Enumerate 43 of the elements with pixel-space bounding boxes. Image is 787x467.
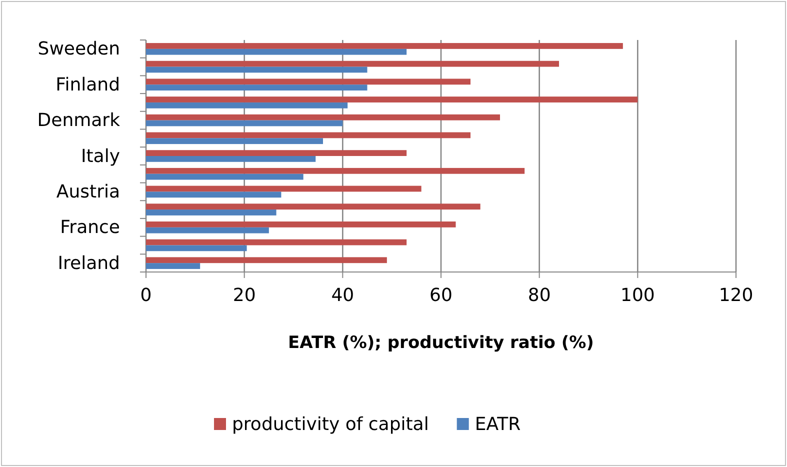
x-tick-label: 100 xyxy=(620,284,655,306)
y-tick-label: Austria xyxy=(56,181,120,202)
bar xyxy=(146,174,304,180)
x-tick-label: 20 xyxy=(232,284,256,306)
y-tick-label: Finland xyxy=(56,74,120,96)
y-tick-label: Sweeden xyxy=(38,38,120,60)
bar xyxy=(146,102,348,108)
x-tick-label: 40 xyxy=(331,284,354,306)
bar xyxy=(146,48,407,55)
bar xyxy=(146,227,269,234)
bar xyxy=(146,192,282,198)
x-tick-label: 60 xyxy=(430,284,452,306)
bar xyxy=(146,150,407,156)
bar xyxy=(146,210,276,216)
bar xyxy=(146,168,525,174)
bar xyxy=(146,114,500,120)
y-tick-label: Ireland xyxy=(58,252,120,274)
y-tick-label: Italy xyxy=(80,146,120,167)
x-tick-label: 120 xyxy=(718,284,754,306)
bar xyxy=(146,156,316,162)
bar xyxy=(146,221,456,228)
bar xyxy=(146,60,559,67)
bar xyxy=(146,66,368,73)
bar xyxy=(146,186,422,192)
bar xyxy=(146,43,623,49)
x-tick-label: 80 xyxy=(528,284,551,306)
bar xyxy=(146,96,638,102)
x-tick-label: 0 xyxy=(140,284,152,306)
y-tick-label: France xyxy=(60,217,120,238)
x-axis-title: EATR (%); productivity ratio (%) xyxy=(288,333,594,353)
bar xyxy=(146,239,407,246)
bar xyxy=(146,78,470,85)
bar xyxy=(146,84,368,91)
bar xyxy=(146,120,343,126)
bar xyxy=(146,263,200,269)
bar xyxy=(146,138,323,144)
bar xyxy=(146,204,480,210)
y-tick-label: Denmark xyxy=(37,110,121,132)
bar xyxy=(146,257,387,264)
bar xyxy=(146,132,470,138)
legend-label: EATR xyxy=(474,414,521,435)
legend-label: productivity of capital xyxy=(232,414,429,435)
bar xyxy=(146,245,247,252)
